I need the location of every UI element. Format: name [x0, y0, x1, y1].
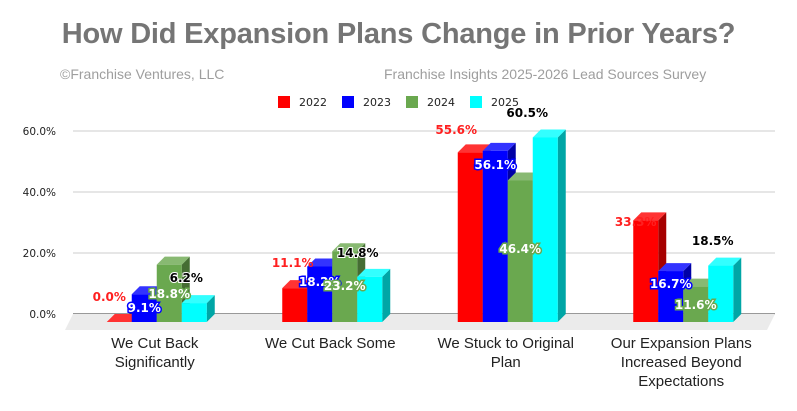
legend-item[interactable]: 2023: [342, 96, 391, 109]
bar-front: [307, 266, 333, 322]
legend-label: 2025: [491, 96, 519, 109]
legend-label: 2023: [363, 96, 391, 109]
bar-front: [708, 265, 734, 322]
y-tick-label: 60.0%: [23, 126, 56, 138]
legend-swatch: [342, 96, 354, 108]
data-label: 33.3%: [615, 215, 657, 229]
bar-top: [507, 172, 541, 181]
x-tick-label: We Cut Back Some: [265, 335, 396, 352]
bar-top: [532, 129, 566, 138]
legend-swatch: [406, 96, 418, 108]
data-label: 55.6%: [435, 123, 477, 137]
data-label: 46.4%: [499, 242, 541, 256]
bar-front: [457, 152, 483, 322]
bars: [106, 129, 742, 322]
data-label: 16.7%: [650, 277, 692, 291]
data-label: 18.2%: [299, 275, 341, 289]
legend-swatch: [470, 96, 482, 108]
bar-top: [106, 314, 140, 322]
legend-item[interactable]: 2025: [470, 96, 519, 109]
data-label: 56.1%: [474, 158, 516, 172]
bar-front: [181, 303, 207, 322]
data-label: 0.0%: [93, 290, 126, 304]
bar: [532, 129, 566, 322]
bar-front: [156, 264, 182, 322]
bar: [106, 314, 140, 322]
y-tick-label: 0.0%: [29, 309, 56, 321]
bar-top: [357, 268, 391, 277]
y-tick-label: 40.0%: [23, 187, 56, 199]
bar-top: [307, 258, 341, 267]
bar-front: [507, 180, 533, 322]
bar-top: [457, 144, 491, 153]
data-label: 6.2%: [170, 271, 203, 285]
bar-front: [131, 294, 157, 322]
bar-front: [332, 251, 358, 322]
bar-top: [332, 243, 366, 252]
data-label: 18.8%: [148, 287, 190, 301]
y-axis: 0.0% 20.0% 40.0% 60.0%: [23, 126, 56, 321]
data-label: 23.2%: [324, 279, 366, 293]
x-tick-label: Our Expansion Plans Increased Beyond Expec…: [611, 335, 752, 390]
bar-top: [156, 256, 190, 265]
chart-floor: [65, 314, 775, 330]
legend-label: 2022: [299, 96, 327, 109]
bar-top: [131, 286, 165, 295]
floor-plane: [65, 314, 775, 330]
bar-side: [557, 129, 566, 322]
data-label: 11.6%: [675, 298, 717, 312]
bar-top: [282, 280, 316, 289]
legend-swatch: [278, 96, 290, 108]
bar-top: [482, 142, 516, 151]
bar-front: [633, 220, 659, 322]
legend-item[interactable]: 2024: [406, 96, 455, 109]
x-axis: We Cut Back Significantly We Cut Back Some…: [111, 335, 752, 390]
bar-front: [482, 150, 508, 322]
bar-front: [532, 137, 558, 322]
source-text: Franchise Insights 2025-2026 Lead Source…: [384, 66, 707, 82]
chart-title: How Did Expansion Plans Change in Prior …: [61, 18, 736, 50]
legend-item[interactable]: 2022: [278, 96, 327, 109]
data-label: 60.5%: [506, 106, 548, 120]
data-label: 18.5%: [692, 234, 734, 248]
bar-side: [206, 295, 215, 322]
bar-top: [683, 278, 717, 287]
copyright-text: ©Franchise Ventures, LLC: [60, 66, 225, 82]
bar: [181, 295, 215, 322]
bar-top: [658, 263, 692, 272]
x-tick-label: We Cut Back Significantly: [111, 335, 199, 371]
bar-front: [282, 288, 308, 322]
bar: [357, 268, 391, 322]
data-labels: 0.0%9.1%18.8% 6.2% 11.1% 18.2%23.2% 14.8% 55.…: [93, 105, 735, 317]
bar-front: [357, 276, 383, 322]
bar-top: [181, 295, 215, 304]
y-tick-label: 20.0%: [23, 248, 56, 260]
bar-front: [658, 271, 684, 322]
data-label: 9.1%: [128, 301, 161, 315]
bar-side: [382, 268, 391, 322]
bar-top: [708, 257, 742, 266]
data-label: 11.1%: [272, 256, 314, 270]
bar-top: [633, 212, 667, 221]
x-tick-label: We Stuck to Original Plan: [438, 335, 574, 371]
legend: 2022 2023 2024 2025: [278, 96, 519, 109]
legend-label: 2024: [427, 96, 455, 109]
data-label: 14.8%: [337, 246, 379, 260]
bar-side: [733, 257, 742, 322]
bar-front: [683, 286, 709, 322]
bar: [708, 257, 742, 322]
